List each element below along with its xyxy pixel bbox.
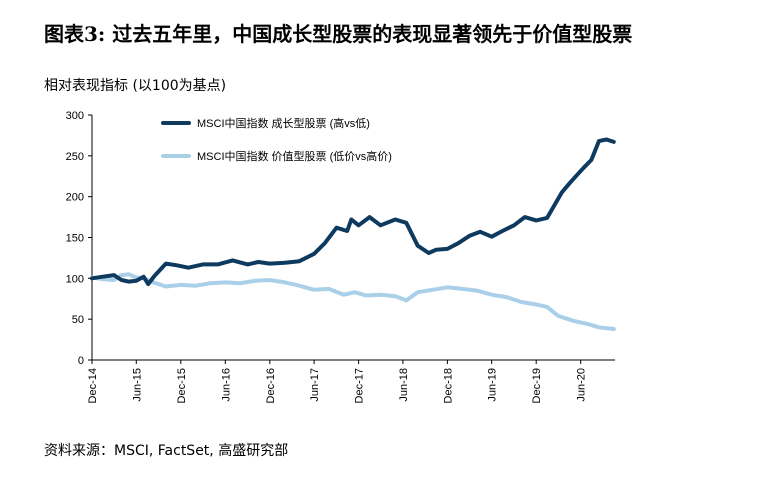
legend-label-growth: MSCI中国指数 成长型股票 (高vs低): [197, 116, 370, 130]
x-tick-label: Dec-15: [176, 368, 188, 403]
value-series-line: [90, 272, 616, 331]
y-tick-label: 200: [66, 192, 84, 204]
x-tick-label: Dec-18: [442, 368, 454, 403]
x-tick-label: Dec-19: [531, 368, 543, 403]
x-tick-label: Dec-14: [87, 368, 99, 403]
x-tick-label: Jun-19: [487, 368, 499, 402]
y-axis-title: 相对表现指标 (以100为基点): [44, 78, 227, 94]
axes: 0 50 100 150 200 250 300 Dec-14 Jun-15 Dec-15 Jun-…: [66, 110, 615, 403]
x-tick-label: Dec-17: [354, 368, 366, 403]
y-tick-label: 150: [66, 233, 84, 245]
y-tick-label: 250: [66, 151, 84, 163]
page-title: 图表3: 过去五年里，中国成长型股票的表现显著领先于价值型股票: [44, 22, 633, 46]
x-tick-label: Dec-16: [265, 368, 277, 403]
y-tick-label: 0: [78, 355, 84, 367]
x-tick-label: Jun-20: [576, 368, 588, 402]
x-tick-label: Jun-17: [309, 368, 321, 402]
legend-label-value: MSCI中国指数 价值型股票 (低价vs高价): [197, 149, 392, 163]
y-tick-label: 300: [66, 110, 84, 122]
series-group: [90, 137, 616, 331]
growth-series-line: [90, 137, 616, 287]
x-tick-label: Jun-18: [398, 368, 410, 402]
y-tick-label: 50: [72, 314, 84, 326]
x-tick-label: Jun-16: [220, 368, 232, 402]
legend: MSCI中国指数 成长型股票 (高vs低) MSCI中国指数 价值型股票 (低价v…: [161, 116, 392, 163]
y-tick-label: 100: [66, 273, 84, 285]
source-note: 资料来源：MSCI, FactSet, 高盛研究部: [44, 443, 289, 459]
x-tick-label: Jun-15: [131, 368, 143, 402]
